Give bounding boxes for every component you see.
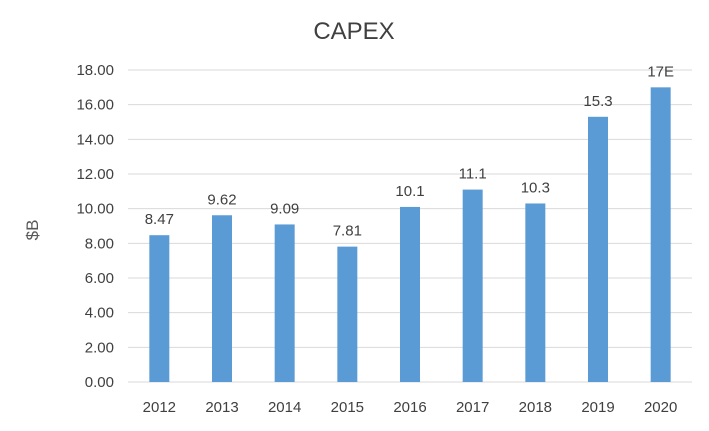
x-tick-label: 2012 <box>143 399 176 416</box>
y-axis-ticks: 0.00 2.00 4.00 6.00 8.00 10.00 12.00 14.00 16.00… <box>76 62 114 391</box>
x-tick-label: 2016 <box>393 399 426 416</box>
bar-2020 <box>650 87 671 382</box>
y-tick-label: 14.00 <box>76 131 114 148</box>
bar-2018 <box>525 203 546 382</box>
bar-2013 <box>212 215 232 382</box>
data-label-2012: 8.47 <box>145 211 174 228</box>
data-label-2020: 17E <box>647 63 674 80</box>
chart-title: CAPEX <box>313 18 394 45</box>
bars <box>149 87 671 383</box>
data-label-2019: 15.3 <box>583 93 612 110</box>
x-tick-label: 2014 <box>268 399 301 416</box>
x-tick-label: 2015 <box>331 399 364 416</box>
y-tick-label: 0.00 <box>85 374 114 391</box>
x-axis-ticks: 2012 2013 2014 2015 2016 2017 2018 2019 2020 <box>143 399 678 416</box>
x-tick-label: 2019 <box>581 399 614 416</box>
y-tick-label: 4.00 <box>85 305 114 322</box>
data-label-2017: 11.1 <box>459 166 487 183</box>
data-label-2016: 10.1 <box>395 183 424 200</box>
bar-2016 <box>400 206 420 382</box>
y-tick-label: 10.00 <box>76 201 114 218</box>
bar-2012 <box>149 235 170 382</box>
bar-2015 <box>337 246 358 382</box>
y-axis-label: $B <box>23 220 42 241</box>
x-tick-label: 2013 <box>205 399 238 416</box>
data-labels: 8.47 9.62 9.09 7.81 10.1 11.1 10.3 15.3 17E <box>145 63 674 239</box>
x-tick-label: 2020 <box>644 399 677 416</box>
bar-2019 <box>588 116 608 383</box>
data-label-2014: 9.09 <box>270 200 299 217</box>
bar-2014 <box>274 224 295 382</box>
data-label-2013: 9.62 <box>207 191 236 208</box>
y-tick-label: 16.00 <box>76 97 114 114</box>
x-tick-label: 2017 <box>456 399 489 416</box>
y-tick-label: 6.00 <box>85 270 114 287</box>
y-tick-label: 12.00 <box>76 166 114 183</box>
y-tick-label: 2.00 <box>85 339 114 356</box>
data-label-2015: 7.81 <box>333 223 362 240</box>
data-label-2018: 10.3 <box>521 179 550 196</box>
y-tick-label: 18.00 <box>76 62 114 79</box>
y-tick-label: 8.00 <box>85 235 114 252</box>
x-tick-label: 2018 <box>519 399 552 416</box>
bar-2017 <box>462 189 483 382</box>
